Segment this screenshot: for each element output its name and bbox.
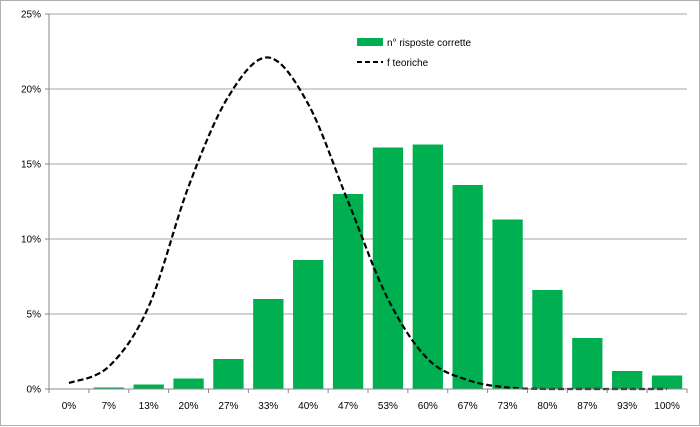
x-tick-label: 13% [139,401,159,412]
legend-bar-swatch [357,38,383,46]
bar [253,299,284,389]
x-tick-label: 53% [378,401,398,412]
bar [372,147,404,389]
x-tick-label: 60% [418,401,438,412]
y-tick-label: 20% [21,85,41,96]
bar [293,260,324,389]
axis-layer: 0% 5% 10% 15% 20% 25% 0% 7% 13% 20% 27% 33% 40% 47% 53… [21,10,688,412]
y-tick-label: 15% [21,160,41,171]
legend-line-label: f teoriche [387,58,429,69]
x-tick-label: 93% [617,401,637,412]
bar [572,338,603,389]
bar [332,194,364,389]
x-tick-label: 73% [498,401,518,412]
bar [452,185,483,389]
x-tick-label: 33% [258,401,278,412]
grid-layer [49,13,687,315]
y-tick-label: 10% [21,235,41,246]
x-tick-label: 100% [654,401,680,412]
bar [133,384,164,389]
bar [492,219,523,389]
bar [532,290,563,389]
y-tick-label: 0% [27,385,42,396]
y-tick-label: 5% [27,310,42,321]
x-tick-label: 7% [102,401,117,412]
bar-layer [93,144,683,389]
bar [173,378,204,389]
legend: n° risposte corrette f teoriche [357,38,471,69]
bar [651,375,683,389]
legend-bar-label: n° risposte corrette [387,38,471,49]
x-tick-label: 20% [179,401,199,412]
x-tick-label: 47% [338,401,358,412]
bar [612,371,643,389]
bar [213,359,244,389]
x-tick-label: 40% [298,401,318,412]
bar [412,144,443,389]
x-tick-label: 0% [62,401,77,412]
x-tick-label: 67% [458,401,478,412]
bar [93,387,124,389]
y-tick-label: 25% [21,10,41,21]
x-tick-label: 80% [537,401,557,412]
x-tick-label: 87% [577,401,597,412]
x-tick-label: 27% [218,401,238,412]
